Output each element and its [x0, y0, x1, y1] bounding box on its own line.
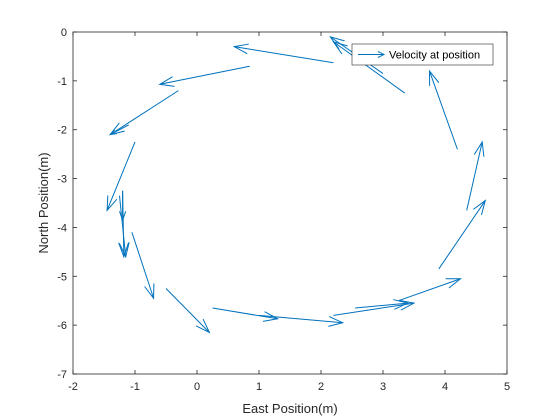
x-tick-label: 3 — [380, 381, 386, 393]
velocity-vector-16 — [438, 199, 487, 270]
vector-arrowhead — [118, 242, 129, 259]
velocity-vector-15 — [398, 278, 462, 302]
vector-arrowhead — [393, 299, 410, 310]
vector-arrowhead — [329, 36, 345, 50]
vector-shaft — [438, 200, 486, 270]
y-tick-label: -6 — [57, 320, 67, 332]
vector-arrowhead — [158, 76, 175, 87]
vector-shaft — [131, 232, 155, 299]
velocity-vector-7 — [118, 190, 129, 259]
y-tick-label: 0 — [61, 27, 67, 39]
y-tick-label: -4 — [57, 222, 67, 234]
y-axis-label: North Position(m) — [36, 152, 51, 253]
y-tick-label: -2 — [57, 125, 67, 137]
vector-arrowhead — [232, 43, 249, 55]
axis-ticks: -2 -1 0 1 2 3 4 5 0 -1 -2 -3 -4 -5 -6 -7 — [57, 27, 510, 393]
vector-shaft — [109, 90, 179, 136]
vector-arrowhead — [106, 195, 118, 212]
x-tick-label: 2 — [318, 381, 324, 393]
vector-arrowhead — [445, 278, 462, 289]
velocity-vector-13 — [333, 299, 416, 316]
velocity-vector-9 — [131, 232, 155, 300]
legend-swatch-arrowhead — [377, 51, 386, 58]
x-tick-label: 5 — [504, 381, 510, 393]
vector-shaft — [119, 195, 127, 257]
velocity-vector-12 — [258, 314, 345, 327]
x-tick-label: 4 — [442, 381, 448, 393]
axes-box — [72, 31, 508, 375]
x-tick-label: 1 — [256, 381, 262, 393]
vector-field — [106, 36, 487, 334]
velocity-vector-10 — [165, 288, 211, 334]
velocity-vector-11 — [212, 307, 280, 322]
velocity-vector-4 — [108, 124, 130, 136]
vector-shaft — [355, 302, 408, 309]
vector-shaft — [398, 278, 461, 302]
plot-area — [73, 32, 507, 374]
vector-shaft — [333, 302, 415, 316]
velocity-vector-5 — [106, 141, 136, 212]
velocity-vector-18 — [428, 69, 458, 150]
y-tick-label: -1 — [57, 76, 67, 88]
x-axis-label: East Position(m) — [242, 401, 337, 416]
vector-shaft — [122, 190, 125, 257]
vector-shaft — [234, 46, 334, 64]
vector-arrowhead — [428, 69, 440, 86]
vector-arrowhead — [119, 211, 127, 222]
vector-arrowhead — [108, 129, 117, 136]
vector-shaft — [109, 124, 130, 136]
y-tick-label: -7 — [57, 369, 67, 381]
legend-box — [351, 43, 494, 66]
vector-arrowhead — [473, 140, 485, 157]
velocity-vector-1 — [232, 43, 334, 64]
vector-arrowhead — [328, 316, 345, 327]
vector-shaft — [466, 141, 483, 211]
vector-shaft — [165, 288, 210, 333]
legend-entry: Velocity at position — [389, 50, 480, 62]
vector-arrowhead — [195, 318, 211, 334]
x-tick-label: 0 — [194, 381, 200, 393]
vector-arrowhead — [473, 199, 487, 216]
vector-shaft — [159, 65, 250, 85]
vector-arrowhead — [399, 299, 416, 311]
velocity-vector-14 — [355, 299, 410, 310]
legend: Velocity at position — [351, 43, 494, 66]
velocity-vector-17 — [466, 140, 485, 211]
vector-arrowhead — [118, 242, 130, 259]
vector-shaft — [258, 314, 343, 324]
vector-shaft — [333, 41, 405, 94]
velocity-vector-8 — [118, 195, 130, 259]
vector-shaft — [429, 70, 458, 150]
vector-arrowhead — [262, 311, 280, 322]
x-tick-label: -2 — [68, 381, 78, 393]
x-tick-label: -1 — [130, 381, 140, 393]
velocity-vector-2 — [158, 65, 250, 87]
y-tick-label: -3 — [57, 174, 67, 186]
y-tick-label: -5 — [57, 271, 67, 283]
vector-shaft — [106, 141, 136, 211]
vector-shaft — [212, 307, 278, 320]
vector-arrowhead — [144, 283, 155, 300]
